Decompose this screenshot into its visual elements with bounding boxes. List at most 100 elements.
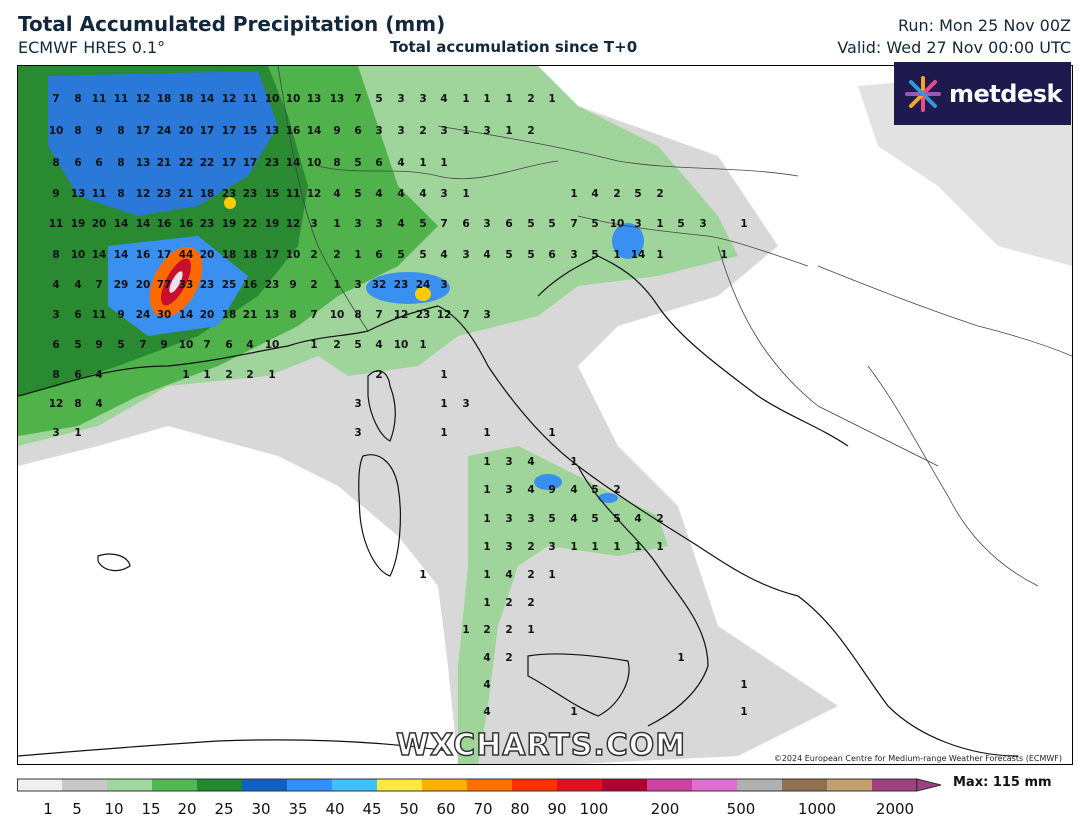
precip-value-label: 21: [243, 309, 258, 321]
precip-value-label: 3: [52, 309, 59, 321]
precip-value-label: 6: [95, 157, 102, 169]
coastlines: [18, 255, 1019, 757]
precip-value-label: 11: [114, 93, 129, 105]
precip-value-label: 5: [354, 188, 361, 200]
coast-italy-south: [577, 465, 709, 727]
precip-value-label: 1: [483, 541, 490, 553]
precip-value-label: 7: [52, 93, 59, 105]
precip-value-label: 8: [74, 125, 81, 137]
precip-value-label: 4: [95, 369, 102, 381]
precip-value-label: 5: [548, 218, 555, 230]
precip-value-label: 10: [265, 93, 280, 105]
precip-value-label: 10: [286, 249, 301, 261]
border-austria: [437, 125, 799, 177]
precip-value-label: 23: [416, 309, 431, 321]
precip-value-label: 23: [394, 279, 409, 291]
precip-value-label: 1: [634, 541, 641, 553]
precip-value-label: 3: [505, 456, 512, 468]
precip-value-label: 3: [483, 125, 490, 137]
precip-value-label: 6: [354, 125, 361, 137]
metdesk-logo: metdesk: [894, 62, 1071, 125]
precip-ligurian-peak: [415, 287, 431, 301]
precip-value-label: 11: [49, 218, 64, 230]
color-scale-segment: [827, 779, 873, 791]
color-scale-segment: [557, 779, 603, 791]
precip-value-label: 2: [527, 125, 534, 137]
color-scale-segment: [62, 779, 108, 791]
precip-value-label: 22: [243, 218, 258, 230]
precip-value-label: 15: [265, 188, 280, 200]
precip-value-label: 10: [307, 157, 322, 169]
color-scale-overflow-arrow: [916, 778, 942, 792]
precip-value-label: 2: [333, 249, 340, 261]
color-scale-tick-label: 500: [726, 800, 756, 818]
precip-value-label: 10: [286, 93, 301, 105]
precip-value-label: 8: [117, 125, 124, 137]
precip-peak-core: [169, 271, 183, 293]
color-scale-tick-label: 10: [104, 800, 124, 818]
precip-value-label: 8: [52, 369, 59, 381]
precip-value-label: 3: [354, 218, 361, 230]
precip-value-label: 1: [613, 249, 620, 261]
precip-value-label: 18: [179, 93, 194, 105]
precip-value-label: 1: [440, 427, 447, 439]
precip-value-label: 4: [483, 249, 490, 261]
precip-value-label: 18: [157, 93, 172, 105]
precip-value-label: 14: [114, 249, 129, 261]
precip-value-label: 20: [136, 279, 151, 291]
precip-value-label: 1: [505, 93, 512, 105]
borders: [277, 66, 1072, 587]
precip-value-label: 1: [740, 679, 747, 691]
map-canvas: 7 8 11 11 12 18 18 14 12 11 10 10 13 13 7 5 3 3 4 1 1 1 2 110 8 9…: [18, 66, 1072, 764]
precip-value-label: 12: [49, 398, 64, 410]
precip-value-label: 1: [440, 369, 447, 381]
precip-value-label: 3: [483, 218, 490, 230]
precip-value-label: 3: [419, 93, 426, 105]
precip-value-label: 4: [483, 706, 490, 718]
precip-value-label: 1: [462, 188, 469, 200]
precip-value-label: 4: [375, 188, 382, 200]
precip-value-label: 23: [200, 279, 215, 291]
metdesk-star-icon: [905, 75, 942, 112]
color-scale-tick-label: 90: [547, 800, 567, 818]
precip-value-label: 1: [720, 249, 727, 261]
precip-value-label: 16: [179, 218, 194, 230]
precip-value-label: 24: [416, 279, 431, 291]
precip-value-label: 7: [440, 218, 447, 230]
valid-time: Valid: Wed 27 Nov 00:00 UTC: [837, 38, 1071, 57]
precip-value-label: 21: [157, 157, 172, 169]
precip-value-label: 3: [505, 513, 512, 525]
precip-value-label: 14: [114, 218, 129, 230]
color-scale-tick-label: 20: [177, 800, 197, 818]
color-scale-tick-label: 40: [325, 800, 345, 818]
precip-value-label: 1: [483, 484, 490, 496]
precip-value-label: 14: [631, 249, 646, 261]
precip-value-label: 3: [52, 427, 59, 439]
precip-value-label: 8: [52, 157, 59, 169]
model-name: ECMWF HRES 0.1°: [18, 38, 166, 57]
chart-subtitle: Total accumulation since T+0: [390, 38, 638, 56]
precip-value-label: 9: [333, 125, 340, 137]
precip-value-label: 6: [505, 218, 512, 230]
precip-value-label: 3: [440, 188, 447, 200]
precip-value-label: 5: [634, 188, 641, 200]
precip-value-label: 3: [483, 309, 490, 321]
precip-value-label: 14: [179, 309, 194, 321]
coast-greece: [797, 595, 1019, 757]
precip-value-label: 4: [397, 188, 404, 200]
color-scale-tick-label: 35: [288, 800, 308, 818]
color-scale-segment: [872, 779, 918, 791]
color-scale-tick-label: 25: [214, 800, 234, 818]
coast-adriatic: [537, 255, 849, 447]
precip-value-label: 2: [527, 93, 534, 105]
precip-value-label: 18: [243, 249, 258, 261]
precip-value-label: 3: [634, 218, 641, 230]
precip-value-label: 14: [92, 249, 107, 261]
precip-value-label: 6: [74, 309, 81, 321]
precip-apennine-blue: [534, 474, 562, 490]
precip-value-label: 7: [570, 218, 577, 230]
precip-value-label: 1: [440, 157, 447, 169]
precip-value-label: 13: [330, 93, 345, 105]
precip-value-label: 1: [462, 125, 469, 137]
copyright: ©2024 European Centre for Medium-range W…: [773, 754, 1062, 763]
